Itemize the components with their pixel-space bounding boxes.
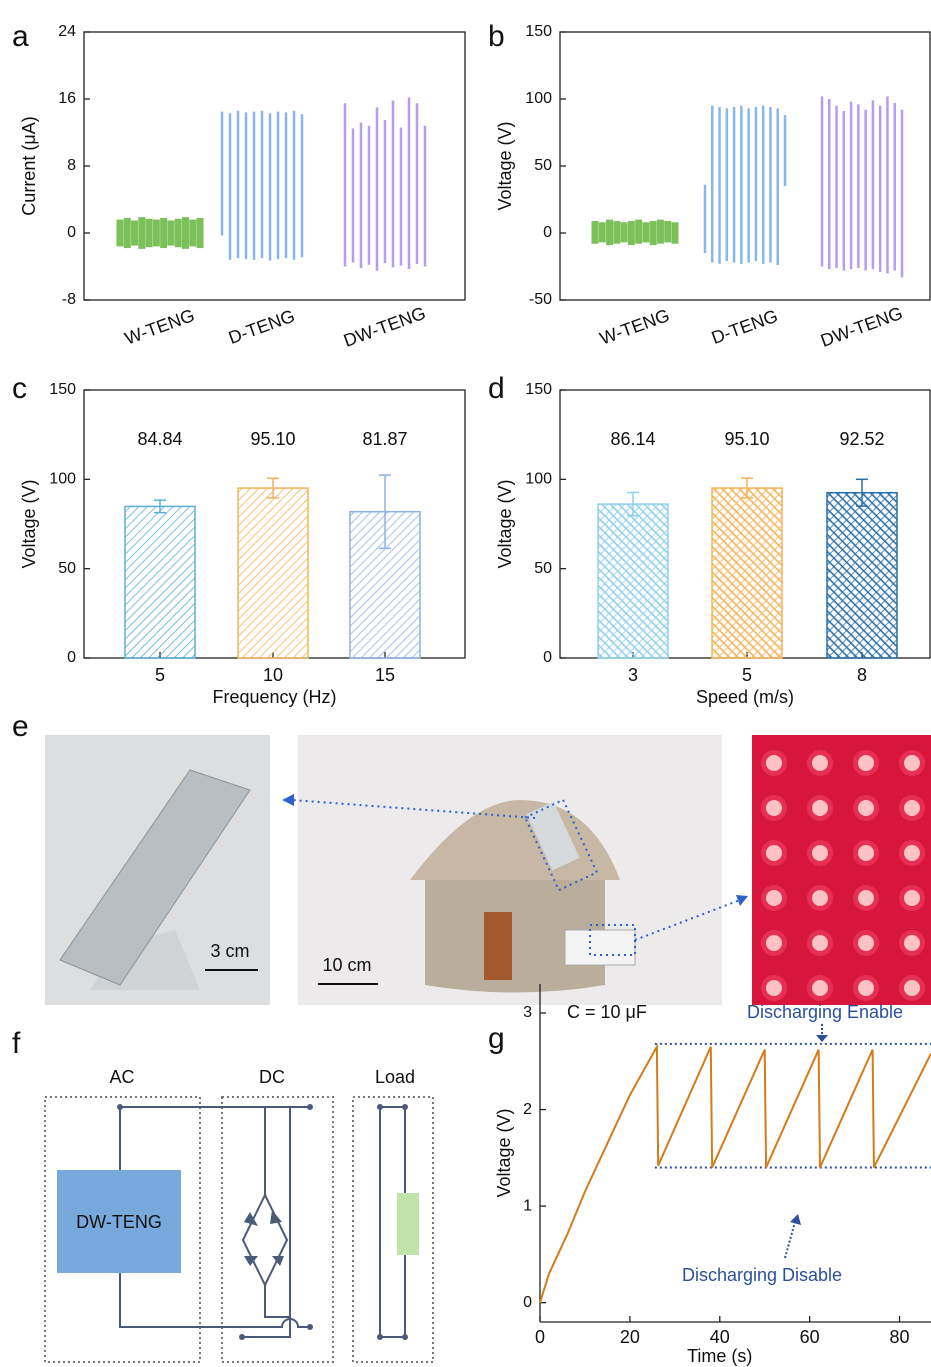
y-tick-label: 150 [525, 23, 552, 40]
photos: e 3 cm 10 cm [12, 710, 931, 1005]
plot-frame [560, 32, 930, 300]
bar [598, 504, 668, 658]
y-tick-label: 100 [49, 471, 76, 488]
x-axis-label: Time (s) [687, 1346, 752, 1366]
x-tick-label: 5 [155, 665, 165, 685]
y-tick-label: 100 [525, 90, 552, 107]
section-box [222, 1097, 333, 1362]
panel-label: e [12, 710, 29, 743]
y-tick-label: 0 [67, 649, 76, 666]
y-tick-label: 1 [523, 1197, 532, 1214]
panel-label: c [12, 372, 27, 405]
section-box [353, 1097, 433, 1362]
y-tick-label: 150 [525, 381, 552, 398]
arrow-head [790, 1214, 801, 1225]
y-tick-label: 2 [523, 1101, 532, 1118]
led-board [565, 930, 635, 965]
arrow-head [816, 1035, 828, 1042]
panel-label: f [12, 1027, 21, 1060]
x-tick-label: 40 [710, 1327, 730, 1347]
x-tick-label: 5 [742, 665, 752, 685]
x-axis-label: Speed (m/s) [696, 687, 794, 707]
bar [712, 488, 782, 658]
section-label: Load [375, 1067, 415, 1087]
annotation: Discharging Enable [747, 1002, 903, 1022]
annotation: C = 10 μF [567, 1002, 647, 1022]
value-label: 95.10 [724, 429, 769, 449]
arrow [785, 1222, 795, 1258]
panel-label: b [488, 20, 505, 53]
y-tick-label: 0 [67, 224, 76, 241]
bar [238, 488, 308, 658]
y-tick-label: -50 [529, 291, 552, 308]
scale-label: 3 cm [210, 941, 249, 961]
x-axis-label: Frequency (Hz) [212, 687, 336, 707]
bar [125, 506, 195, 658]
x-tick-label: 60 [800, 1327, 820, 1347]
x-tick-label: 20 [620, 1327, 640, 1347]
y-tick-label: 0 [543, 649, 552, 666]
value-label: 81.87 [362, 429, 407, 449]
y-tick-label: 24 [58, 23, 76, 40]
value-label: 84.84 [137, 429, 182, 449]
x-tick-label: 10 [263, 665, 283, 685]
x-tick-label: 0 [535, 1327, 545, 1347]
section-label: AC [109, 1067, 134, 1087]
arrow [282, 794, 294, 806]
circuit: f AC DC Load DW-TENG [12, 1027, 433, 1362]
y-tick-label: 16 [58, 90, 76, 107]
y-tick-label: 100 [525, 471, 552, 488]
x-tick-label: DW-TENG [818, 303, 905, 351]
door [484, 912, 512, 980]
arrow [736, 895, 748, 906]
y-axis-label: Current (μA) [19, 116, 39, 215]
x-tick-label: 8 [857, 665, 867, 685]
y-tick-label: 50 [534, 560, 552, 577]
y-axis-label: Voltage (V) [495, 479, 515, 568]
y-tick-label: 3 [523, 1004, 532, 1021]
x-tick-label: D-TENG [226, 306, 298, 348]
x-tick-label: W-TENG [597, 305, 672, 349]
y-axis-label: Voltage (V) [494, 1108, 514, 1197]
value-label: 95.10 [250, 429, 295, 449]
panel-label: g [488, 1022, 505, 1055]
panel-label: a [12, 20, 29, 53]
x-tick-label: 3 [628, 665, 638, 685]
y-axis-label: Voltage (V) [19, 479, 39, 568]
panel-label: d [488, 372, 505, 405]
annotation: Discharging Disable [682, 1265, 842, 1285]
x-tick-label: W-TENG [122, 305, 197, 349]
y-tick-label: 0 [523, 1294, 532, 1311]
figure: e 3 cm 10 cm f AC DC Load DW-TENG a Curre… [0, 0, 931, 1367]
value-label: 86.14 [610, 429, 655, 449]
x-tick-label: DW-TENG [341, 303, 428, 351]
y-axis-label: Voltage (V) [495, 121, 515, 210]
y-tick-label: 8 [67, 157, 76, 174]
source-label: DW-TENG [76, 1212, 162, 1232]
x-tick-label: D-TENG [709, 306, 781, 348]
y-tick-label: 150 [49, 381, 76, 398]
y-tick-label: -8 [62, 291, 76, 308]
x-tick-label: 80 [890, 1327, 910, 1347]
value-label: 92.52 [839, 429, 884, 449]
scale-label: 10 cm [322, 955, 371, 975]
x-tick-label: 15 [375, 665, 395, 685]
y-tick-label: 0 [543, 224, 552, 241]
load [397, 1193, 419, 1255]
section-label: DC [259, 1067, 285, 1087]
photo-leds [752, 735, 931, 1005]
y-tick-label: 50 [58, 560, 76, 577]
bar [827, 493, 897, 658]
y-tick-label: 50 [534, 157, 552, 174]
